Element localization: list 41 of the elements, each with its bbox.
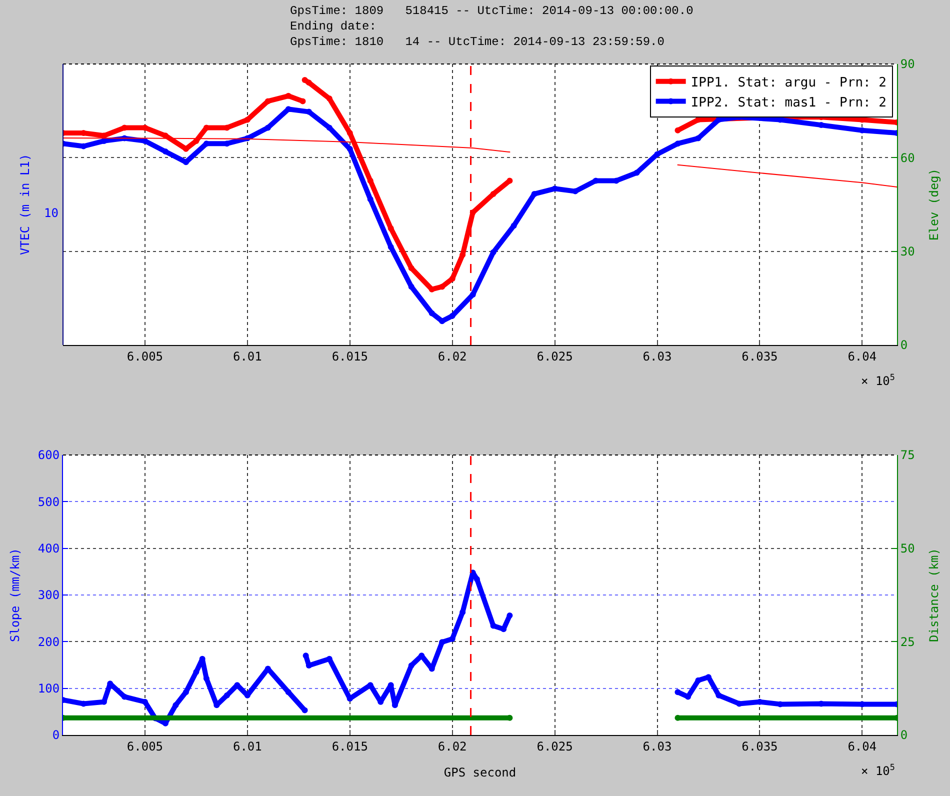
y-tick-label: 100: [38, 682, 60, 696]
x-tick-label: 6.01: [232, 349, 262, 364]
x-tick-label: 6.03: [642, 739, 672, 754]
x-tick-label: 6.025: [536, 349, 573, 364]
y-tick-label: 300: [38, 588, 60, 602]
y-tick-label: 400: [38, 542, 60, 556]
x-tick-label: 6.03: [642, 349, 672, 364]
x-tick-label: 6.035: [742, 349, 778, 364]
y-tick-label: 0: [900, 338, 908, 352]
y-tick-label: 0: [52, 728, 60, 742]
y-tick-label: 60: [900, 150, 915, 165]
y-tick-label: 90: [900, 57, 915, 72]
x-tick-label: 6.005: [126, 739, 164, 754]
x-tick-label: 6.01: [232, 739, 262, 754]
x-tick-label: 6.04: [848, 349, 877, 364]
x-tick-label: 6.04: [848, 739, 877, 754]
text: × 10$^{5}$: [861, 762, 895, 778]
y2-tick-label: 75: [900, 448, 915, 462]
text: 10: [44, 206, 58, 220]
y2-axis-title: Distance (km): [926, 548, 941, 642]
y-tick-label: 30: [900, 244, 915, 259]
x-tick-label: 6.015: [332, 739, 368, 754]
chart-title: GpsTime: 1809 518415 -- UtcTime: 2014-09-13 00:00:00.0 Ending date: GpsTime: 1810 14 -- UtcTime: 2014-09-13 23:59:59.0: [290, 4, 694, 50]
x-tick-label: 6.035: [742, 739, 778, 754]
x-axis-title: GPS second: [444, 765, 516, 780]
y2-tick-label: 25: [900, 634, 915, 649]
text: × 10$^{5}$: [861, 372, 895, 388]
y-axis-title: Slope (mm/km): [8, 548, 22, 642]
y2-tick-label: 50: [900, 542, 915, 556]
x-tick-label: 6.015: [332, 349, 368, 364]
y-axis-title: Elev (deg): [926, 168, 941, 241]
y-axis-title: VTEC (m in L1): [18, 154, 32, 255]
y-tick-label: 500: [38, 494, 60, 509]
x-tick-label: 6.02: [438, 349, 467, 364]
y-tick-label: 200: [38, 634, 60, 649]
legend-label: IPP2. Stat: mas1 - Prn: 2: [690, 95, 886, 110]
x-tick-label: 6.005: [126, 349, 164, 364]
x-tick-label: 6.02: [438, 739, 467, 754]
y-tick-label: 600: [38, 448, 60, 462]
x-tick-label: 6.025: [536, 739, 573, 754]
legend-label: IPP1. Stat: argu - Prn: 2: [690, 75, 886, 90]
